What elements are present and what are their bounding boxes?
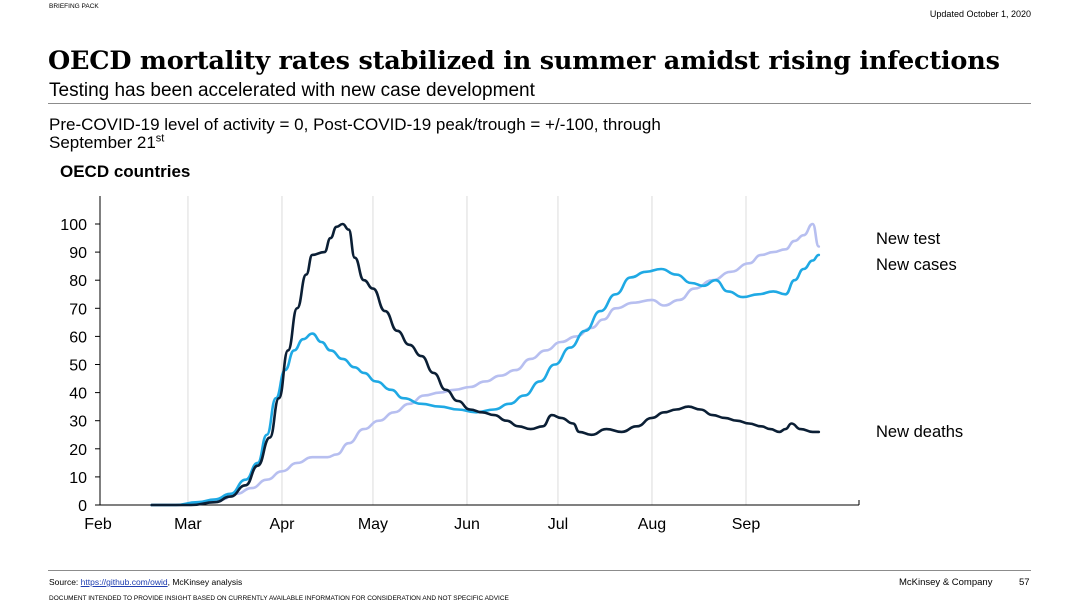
source-suffix: , McKinsey analysis — [167, 577, 243, 587]
y-tick-label-100: 100 — [60, 217, 87, 234]
page-title: OECD mortality rates stabilized in summe… — [48, 46, 1000, 76]
disclaimer: DOCUMENT INTENDED TO PROVIDE INSIGHT BAS… — [49, 595, 509, 602]
chart-axes: 0 10 20 30 40 50 60 70 80 90 100 Feb Mar Apr May Jun Jul… — [60, 196, 860, 533]
series-line-tests — [150, 222, 821, 507]
y-tick-label-80: 80 — [69, 273, 87, 290]
company-name: McKinsey & Company — [899, 577, 993, 588]
y-tick-label-60: 60 — [69, 329, 87, 346]
x-tick-label-aug: Aug — [638, 516, 666, 533]
series-label-deaths: New deaths — [876, 423, 963, 441]
chart-title: OECD countries — [60, 162, 191, 181]
y-tick-label-90: 90 — [69, 245, 87, 262]
y-tick-label-70: 70 — [69, 301, 87, 318]
series-label-tests: New test — [876, 230, 941, 248]
x-tick-label-apr: Apr — [270, 516, 296, 533]
series-line-deaths — [150, 222, 821, 507]
chart-series — [150, 222, 821, 507]
series-label-cases: New cases — [876, 256, 957, 274]
page-number: 57 — [1019, 577, 1030, 588]
briefing-pack-label: BRIEFING PACK — [49, 3, 99, 10]
chart-grid — [187, 196, 747, 505]
source-note: Source: https://github.com/owid, McKinse… — [49, 577, 242, 587]
chart-note-date: September 21 — [49, 133, 156, 152]
y-tick-label-30: 30 — [69, 414, 87, 431]
chart-note-line1: Pre-COVID-19 level of activity = 0, Post… — [49, 115, 661, 134]
source-link[interactable]: https://github.com/owid — [80, 577, 168, 587]
x-tick-label-jul: Jul — [548, 516, 568, 533]
x-tick-label-jun: Jun — [454, 516, 480, 533]
header-divider — [48, 103, 1031, 104]
updated-date: Updated October 1, 2020 — [929, 9, 1031, 19]
y-tick-label-40: 40 — [69, 386, 87, 403]
x-tick-label-mar: Mar — [174, 516, 202, 533]
chart-note-ordinal: st — [155, 132, 165, 145]
source-prefix: Source: — [49, 577, 81, 587]
y-tick-label-20: 20 — [69, 442, 87, 459]
y-tick-label-0: 0 — [78, 498, 87, 515]
footer-divider — [48, 570, 1031, 571]
x-tick-label-may: May — [358, 516, 388, 533]
page-subtitle: Testing has been accelerated with new ca… — [49, 80, 535, 101]
series-line-cases — [150, 253, 821, 507]
chart-note-line2: September 21st — [49, 133, 164, 153]
x-tick-label-sep: Sep — [732, 516, 761, 533]
y-tick-label-10: 10 — [69, 470, 87, 487]
chart-labels: New test New cases New deaths — [876, 230, 963, 441]
x-tick-label-feb: Feb — [84, 516, 112, 533]
y-tick-label-50: 50 — [69, 358, 87, 375]
